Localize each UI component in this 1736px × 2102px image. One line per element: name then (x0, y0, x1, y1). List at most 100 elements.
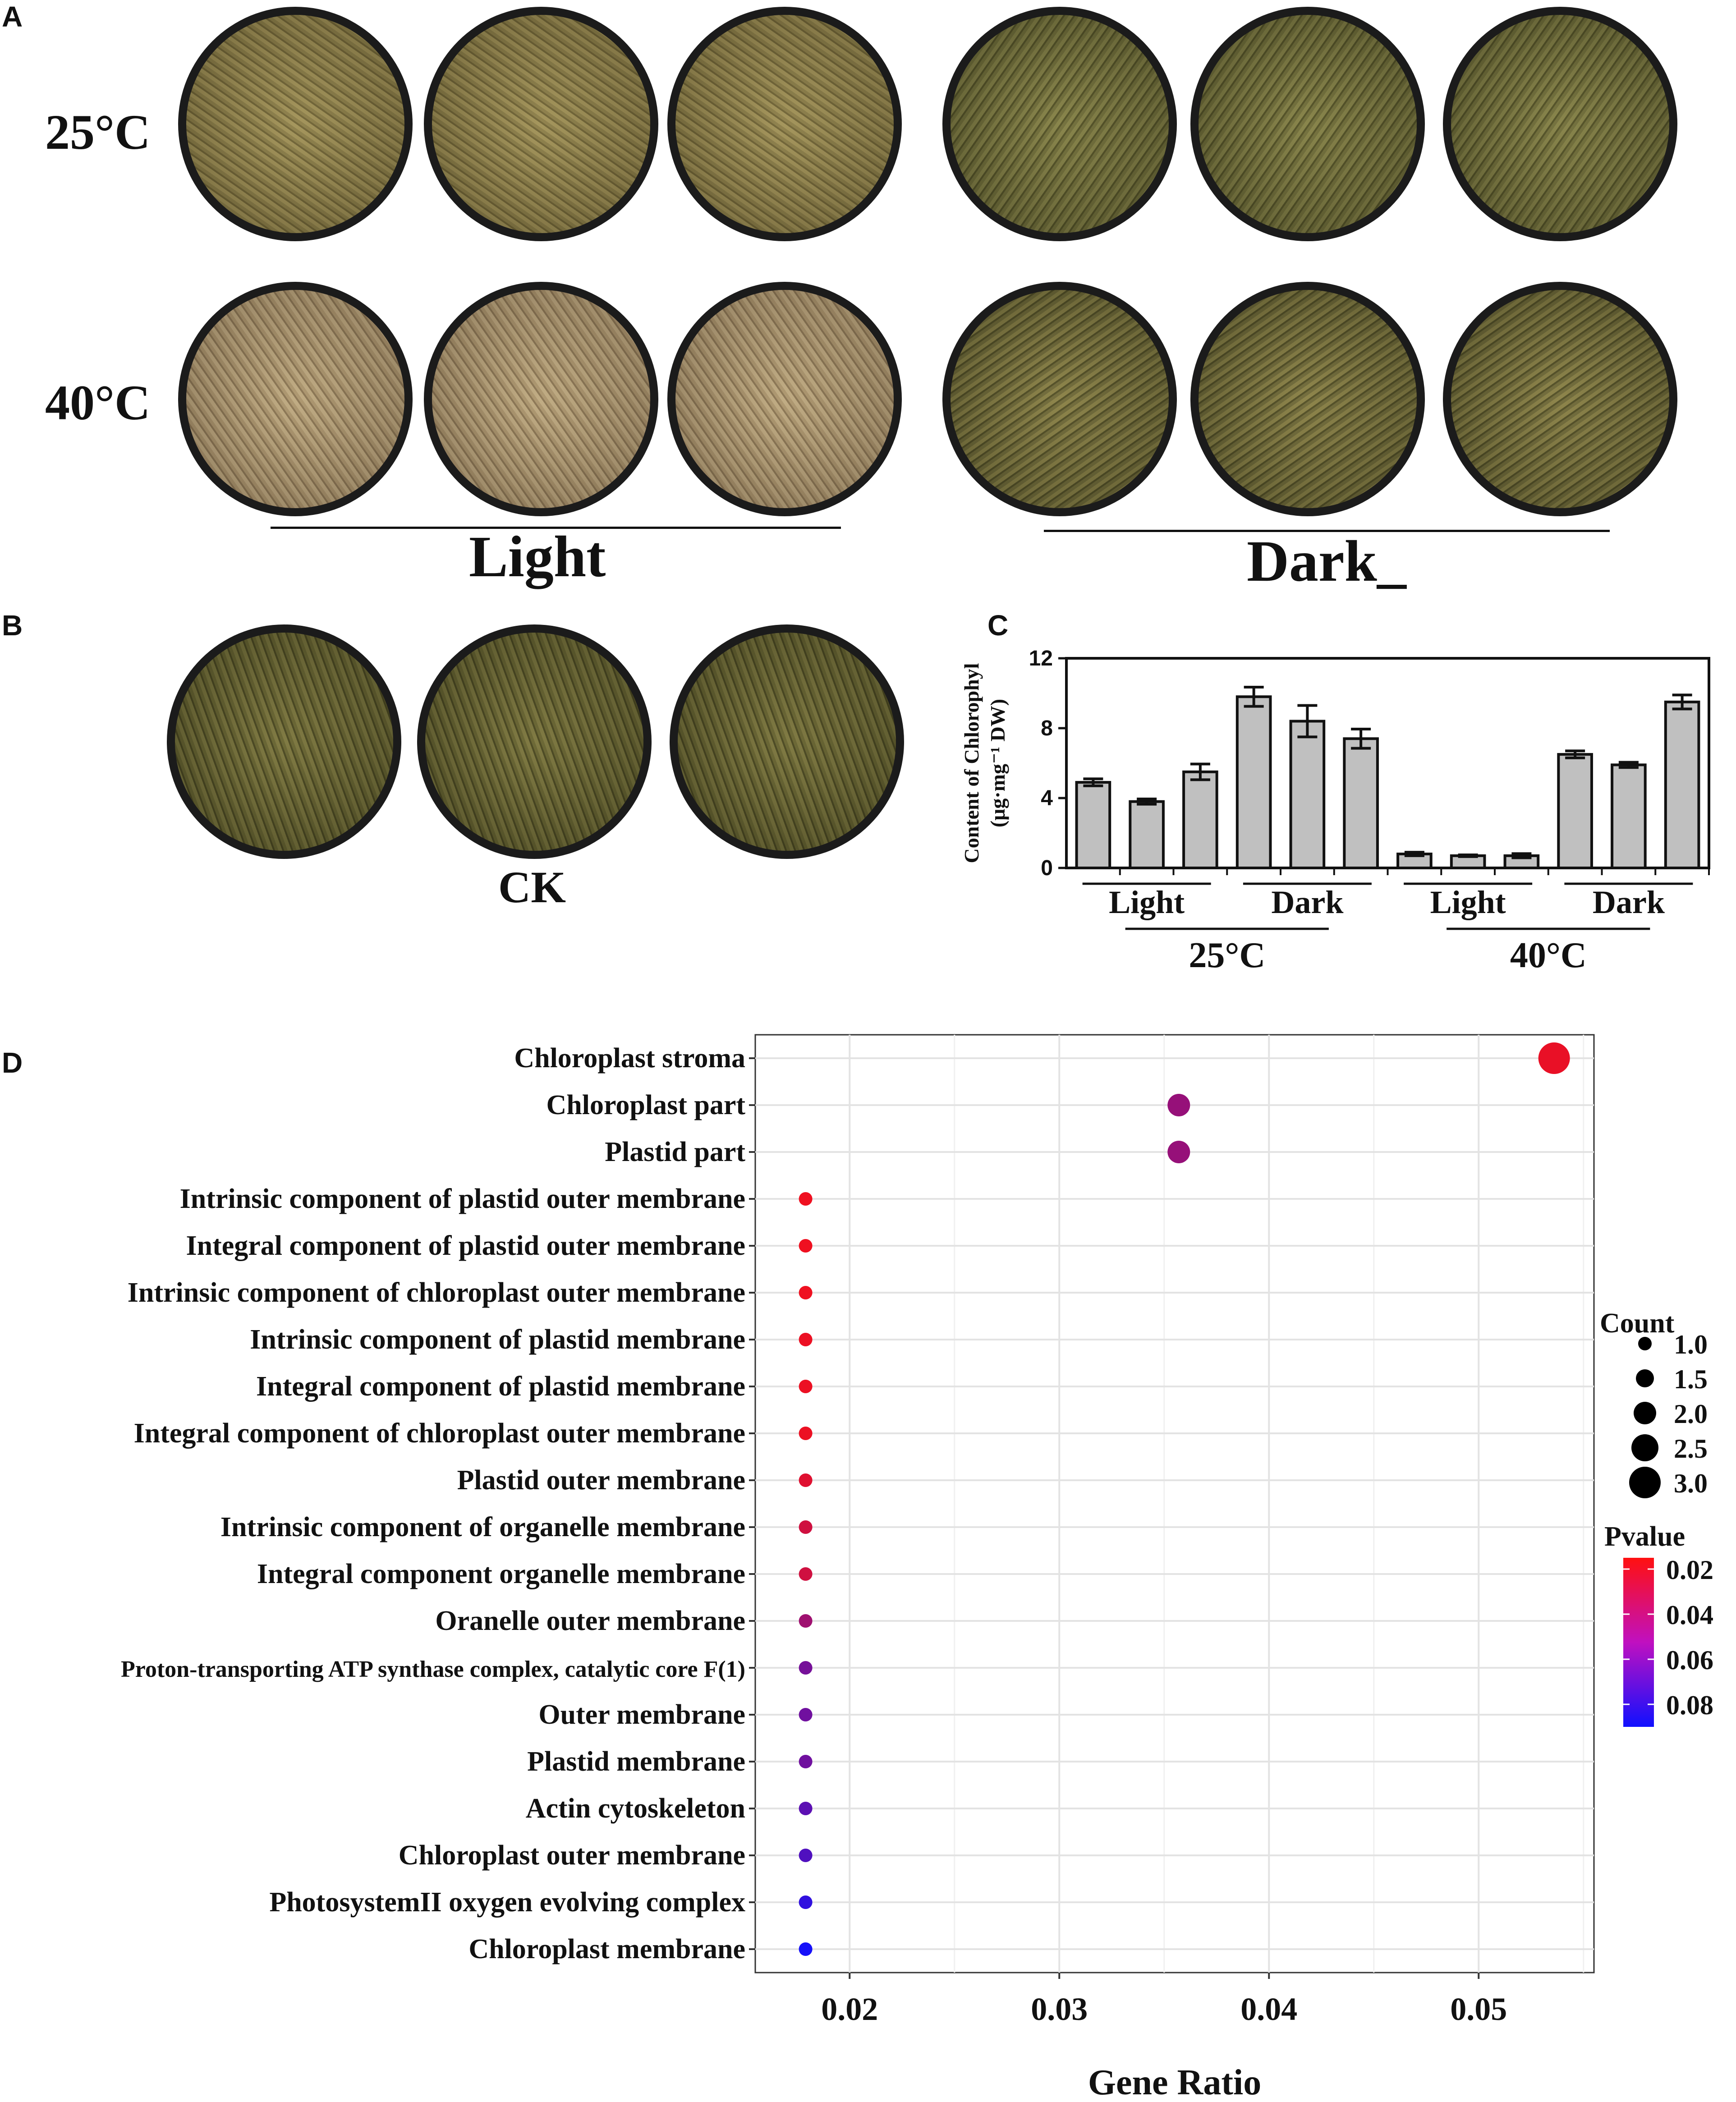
term-label: Chloroplast membrane (468, 1934, 745, 1964)
term-dot (1167, 1141, 1190, 1163)
light-group-line (271, 527, 841, 529)
plot-panel (754, 1034, 1595, 1973)
plate-40c-dark-3 (1443, 282, 1677, 516)
sub-group-label: Light (1430, 884, 1506, 920)
bar (1182, 770, 1218, 869)
term-dot (799, 1192, 813, 1206)
term-dot (799, 1849, 813, 1862)
term-label: Chloroplast part (546, 1090, 745, 1120)
term-dot (799, 1473, 813, 1487)
row-label-40c: 40°C (45, 375, 151, 430)
term-dot (799, 1755, 813, 1768)
plate-40c-light-3 (667, 282, 902, 516)
ck-label: CK (498, 862, 566, 912)
count-legend-dot (1636, 1369, 1654, 1387)
plate-25c-light-3 (667, 7, 902, 241)
term-dot (799, 1567, 813, 1581)
plate-25c-dark-2 (1190, 7, 1425, 241)
panel-label-b: B (2, 609, 23, 642)
term-dot (799, 1661, 813, 1675)
panel-label-d: D (2, 1046, 23, 1079)
term-label: Integral component of plastid membrane (256, 1371, 745, 1402)
plate-ck-1 (167, 624, 401, 859)
pvalue-legend-label: 0.06 (1666, 1645, 1713, 1675)
term-label: Oranelle outer membrane (435, 1606, 745, 1636)
x-tick-label: 0.02 (821, 1991, 878, 2027)
panel-label-a: A (2, 0, 23, 33)
term-label: Plastid membrane (527, 1746, 745, 1777)
term-dot (799, 1427, 813, 1440)
plate-ck-3 (670, 624, 904, 859)
bar (1664, 700, 1700, 869)
count-legend-label: 1.0 (1674, 1330, 1708, 1359)
term-label: Outer membrane (538, 1699, 745, 1730)
plate-25c-dark-1 (942, 7, 1177, 241)
bar (1075, 781, 1111, 869)
plate-25c-dark-3 (1443, 7, 1677, 241)
term-label: Plastid part (605, 1137, 745, 1167)
y-tick-label: 0 (1041, 856, 1053, 880)
bar (1289, 720, 1326, 869)
count-legend-label: 2.0 (1674, 1399, 1708, 1429)
y-tick-label: 4 (1041, 786, 1053, 810)
x-tick-label: 0.04 (1240, 1991, 1297, 2027)
term-label: Actin cytoskeleton (526, 1793, 745, 1824)
pvalue-legend-label: 0.04 (1666, 1600, 1713, 1630)
count-legend-label: 2.5 (1674, 1434, 1708, 1464)
count-legend-dot (1631, 1434, 1658, 1461)
x-axis-label: Gene Ratio (1088, 2063, 1261, 2102)
term-dot (799, 1802, 813, 1815)
sub-group-label: Dark (1593, 884, 1665, 920)
y-axis-label-line-2: (μg·mg⁻¹ DW) (986, 699, 1009, 827)
x-tick-label: 0.05 (1450, 1991, 1507, 2027)
y-axis-label-line-1: Content of Chlorophyl (960, 663, 983, 863)
go-enrichment-dot-plot: 0.02 0.03 0.04 0.05 Gene Ratio Chloroplast st… (121, 1034, 1713, 2102)
plate-40c-light-1 (178, 282, 413, 516)
term-label: PhotosystemII oxygen evolving complex (269, 1887, 745, 1918)
group-label-dark: Dark_ (1247, 529, 1406, 594)
term-dot (1538, 1042, 1570, 1074)
count-legend-label: 3.0 (1674, 1469, 1708, 1498)
row-label-25c: 25°C (45, 105, 151, 160)
plate-40c-dark-2 (1190, 282, 1425, 516)
term-dot (799, 1239, 813, 1253)
term-dot (799, 1520, 813, 1534)
term-dot (1167, 1094, 1190, 1116)
term-dot (799, 1895, 813, 1909)
count-legend-label: 1.5 (1674, 1364, 1708, 1394)
bar (1611, 763, 1647, 869)
term-label: Intrinsic component of plastid outer mem… (180, 1184, 745, 1214)
term-dot (799, 1942, 813, 1956)
sub-group-label: Dark (1271, 884, 1343, 920)
count-legend-dot (1629, 1467, 1661, 1498)
count-legend-title: Count (1600, 1308, 1675, 1339)
bar (1129, 800, 1165, 869)
term-label: Proton-transporting ATP synthase complex… (121, 1657, 745, 1682)
term-dot (799, 1614, 813, 1628)
term-label: Plastid outer membrane (457, 1465, 745, 1496)
term-label: Chloroplast stroma (514, 1043, 745, 1074)
plate-ck-2 (417, 624, 652, 859)
pvalue-colorbar (1623, 1558, 1654, 1727)
term-label: Intrinsic component of organelle membran… (220, 1512, 745, 1542)
y-axis-label: Content of Chlorophyl (μg·mg⁻¹ DW) (960, 663, 1009, 863)
pvalue-legend-label: 0.02 (1666, 1555, 1713, 1585)
chlorophyll-bar-chart: 0 4 8 12 Content of Chlorophyl (μg·mg⁻¹ DW) Li… (960, 647, 1710, 975)
temperature-group-label: 40°C (1510, 936, 1587, 975)
panel-label-c: C (987, 609, 1009, 642)
plate-40c-light-2 (424, 282, 658, 516)
term-dot (799, 1708, 813, 1721)
bar (1503, 854, 1540, 869)
temperature-group-label: 25°C (1189, 936, 1265, 975)
y-tick-label: 8 (1041, 716, 1053, 740)
bar (1557, 753, 1593, 869)
group-label-light: Light (469, 524, 606, 589)
plate-40c-dark-1 (942, 282, 1177, 516)
bar (1343, 737, 1379, 869)
term-label: Intrinsic component of plastid membrane (250, 1324, 745, 1355)
bar (1235, 695, 1272, 869)
x-tick-label: 0.03 (1031, 1991, 1088, 2027)
term-dot (799, 1380, 813, 1393)
term-label: Integral component organelle membrane (257, 1559, 745, 1589)
